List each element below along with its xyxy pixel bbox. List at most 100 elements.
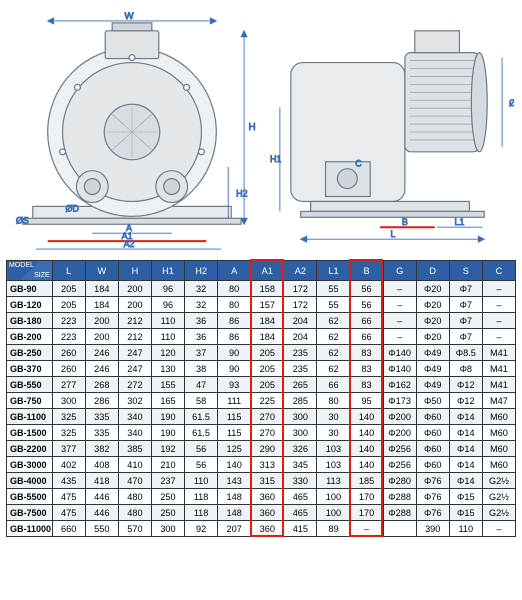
data-cell: M60: [482, 425, 515, 441]
table-row: GB-110006605505703009220736041589–390110…: [7, 521, 516, 537]
data-cell: Φ12: [449, 393, 482, 409]
data-cell: Φ15: [449, 489, 482, 505]
data-cell: Φ256: [383, 457, 416, 473]
model-cell: GB-550: [7, 377, 53, 393]
col-A: A: [218, 261, 251, 281]
data-cell: 225: [251, 393, 284, 409]
data-cell: 47: [185, 377, 218, 393]
data-cell: 465: [284, 505, 317, 521]
data-cell: 290: [251, 441, 284, 457]
data-cell: 360: [251, 521, 284, 537]
data-cell: 330: [284, 473, 317, 489]
table-row: GB-4000435418470237110143315330113185Φ28…: [7, 473, 516, 489]
data-cell: Φ14: [449, 409, 482, 425]
data-cell: 570: [118, 521, 151, 537]
data-cell: G2½: [482, 473, 515, 489]
data-cell: 62: [317, 361, 350, 377]
table-row: GB-7500475446480250118148360465100170Φ28…: [7, 505, 516, 521]
data-cell: 165: [151, 393, 184, 409]
data-cell: 402: [52, 457, 85, 473]
data-cell: 237: [151, 473, 184, 489]
data-cell: G2½: [482, 489, 515, 505]
data-cell: 205: [52, 297, 85, 313]
data-cell: 110: [151, 329, 184, 345]
data-cell: 300: [284, 425, 317, 441]
data-cell: 37: [185, 345, 218, 361]
data-cell: 265: [284, 377, 317, 393]
data-cell: 100: [317, 489, 350, 505]
data-cell: 300: [151, 521, 184, 537]
data-cell: 90: [218, 345, 251, 361]
data-cell: 83: [350, 361, 383, 377]
data-cell: 118: [185, 489, 218, 505]
data-cell: –: [482, 329, 515, 345]
data-cell: 89: [317, 521, 350, 537]
table-row: GB-902051842009632801581725556–Φ20Φ7–: [7, 281, 516, 297]
model-cell: GB-200: [7, 329, 53, 345]
data-cell: 148: [218, 489, 251, 505]
data-cell: Φ7: [449, 313, 482, 329]
dim-G: ØG: [509, 98, 514, 108]
data-cell: 184: [251, 329, 284, 345]
data-cell: 272: [118, 377, 151, 393]
data-cell: 90: [218, 361, 251, 377]
data-cell: 61.5: [185, 425, 218, 441]
dim-L: L: [390, 229, 395, 239]
data-cell: M60: [482, 409, 515, 425]
data-cell: Φ7: [449, 281, 482, 297]
data-cell: 204: [284, 313, 317, 329]
data-cell: 212: [118, 329, 151, 345]
data-cell: 140: [350, 425, 383, 441]
data-cell: Φ20: [416, 313, 449, 329]
model-cell: GB-7500: [7, 505, 53, 521]
table-row: GB-20022320021211036861842046266–Φ20Φ7–: [7, 329, 516, 345]
table-row: GB-37026024624713038902052356283Φ140Φ49Φ…: [7, 361, 516, 377]
data-cell: Φ60: [416, 425, 449, 441]
data-cell: 172: [284, 281, 317, 297]
data-cell: –: [482, 281, 515, 297]
data-cell: 235: [284, 345, 317, 361]
data-cell: Φ76: [416, 505, 449, 521]
data-cell: 172: [284, 297, 317, 313]
data-cell: 550: [85, 521, 118, 537]
dim-w: W: [124, 12, 134, 22]
dim-h2: H2: [236, 188, 247, 198]
data-cell: 335: [85, 425, 118, 441]
data-cell: Φ76: [416, 489, 449, 505]
data-cell: Φ7: [449, 297, 482, 313]
data-cell: Φ20: [416, 329, 449, 345]
data-cell: 192: [151, 441, 184, 457]
data-cell: 80: [218, 297, 251, 313]
data-cell: M41: [482, 345, 515, 361]
data-cell: 212: [118, 313, 151, 329]
data-cell: 300: [52, 393, 85, 409]
data-cell: 418: [85, 473, 118, 489]
data-cell: 390: [416, 521, 449, 537]
data-cell: Φ76: [416, 473, 449, 489]
model-cell: GB-3000: [7, 457, 53, 473]
data-cell: 475: [52, 505, 85, 521]
data-cell: 335: [85, 409, 118, 425]
data-cell: –: [383, 329, 416, 345]
data-cell: 62: [317, 345, 350, 361]
data-cell: –: [383, 313, 416, 329]
data-cell: 325: [52, 409, 85, 425]
data-cell: 140: [350, 457, 383, 473]
data-cell: 103: [317, 441, 350, 457]
data-cell: 340: [118, 409, 151, 425]
data-cell: 158: [251, 281, 284, 297]
data-cell: Φ288: [383, 489, 416, 505]
model-cell: GB-250: [7, 345, 53, 361]
data-cell: M47: [482, 393, 515, 409]
data-cell: 377: [52, 441, 85, 457]
data-cell: 100: [317, 505, 350, 521]
data-cell: 660: [52, 521, 85, 537]
data-cell: 184: [85, 281, 118, 297]
data-cell: 96: [151, 281, 184, 297]
data-cell: 415: [284, 521, 317, 537]
data-cell: 200: [85, 329, 118, 345]
data-cell: M60: [482, 441, 515, 457]
dimensions-table: MODEL SIZE LWHH1H2AA1A2L1BGDSC GB-902051…: [6, 260, 516, 537]
data-cell: Φ20: [416, 297, 449, 313]
dim-D: ØD: [66, 203, 79, 213]
